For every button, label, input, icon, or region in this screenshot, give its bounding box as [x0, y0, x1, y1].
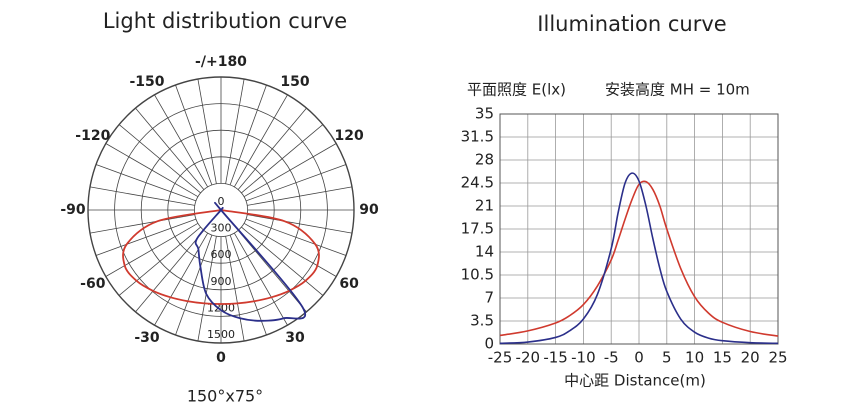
x-tick-label: -25: [488, 349, 513, 367]
theta-tick-label: -/+180: [195, 54, 247, 70]
polar-curve: [122, 209, 320, 305]
y-tick-label: 31.5: [461, 128, 494, 146]
y-tick-label: 14: [475, 243, 494, 261]
theta-tick-label: -120: [75, 128, 110, 144]
y-tick-label: 3.5: [470, 312, 494, 330]
theta-tick-label: 0: [216, 350, 226, 366]
x-tick-label: 0: [634, 349, 644, 367]
x-tick-label: 5: [662, 349, 672, 367]
theta-tick-label: -150: [129, 74, 164, 90]
x-tick-label: 15: [713, 349, 732, 367]
grid-ring: [87, 76, 355, 344]
r-tick-label: 0: [218, 195, 225, 208]
r-tick-label: 300: [211, 222, 232, 235]
theta-tick-label: 90: [359, 202, 379, 218]
x-tick-label: 20: [741, 349, 760, 367]
y-tick-label: 28: [475, 151, 494, 169]
theta-tick-label: 120: [335, 128, 364, 144]
y-tick-label: 0: [484, 335, 494, 353]
theta-tick-label: -90: [60, 202, 86, 218]
y-tick-label: 7: [484, 289, 494, 307]
x-axis-label: 中心距 Distance(m): [564, 372, 706, 390]
y-tick-label: 17.5: [461, 220, 494, 238]
x-tick-label: -15: [543, 349, 568, 367]
x-tick-label: -5: [604, 349, 619, 367]
y-tick-label: 24.5: [461, 174, 494, 192]
plot-frame: [499, 113, 779, 345]
x-tick-label: -20: [516, 349, 541, 367]
theta-tick-label: 60: [339, 276, 359, 292]
annotation: 安装高度 MH = 10m: [605, 81, 750, 99]
caption: 150°x75°: [187, 387, 263, 406]
theta-tick-label: 30: [285, 330, 305, 346]
line: [499, 180, 779, 337]
y-tick-label: 10.5: [461, 266, 494, 284]
x-tick-label: 10: [685, 349, 704, 367]
line: [499, 172, 779, 345]
annotation: 平面照度 E(lx): [467, 81, 566, 99]
chart-title: Light distribution curve: [103, 9, 347, 33]
polar-curve: [194, 201, 306, 322]
r-tick-label: 900: [211, 275, 232, 288]
y-tick-label: 21: [475, 197, 494, 215]
r-tick-label: 1500: [207, 328, 235, 341]
grid-ring: [193, 182, 248, 237]
x-tick-label: 25: [768, 349, 787, 367]
chart-title: Illumination curve: [537, 12, 726, 36]
theta-tick-label: -60: [80, 276, 106, 292]
r-tick-label: 600: [211, 248, 232, 261]
grid-ring: [167, 156, 275, 264]
x-tick-label: -10: [571, 349, 596, 367]
grid-ring: [140, 129, 302, 291]
theta-tick-label: 150: [280, 74, 309, 90]
theta-tick-label: -30: [134, 330, 160, 346]
grid-ring: [114, 103, 328, 317]
y-tick-label: 35: [475, 105, 494, 123]
